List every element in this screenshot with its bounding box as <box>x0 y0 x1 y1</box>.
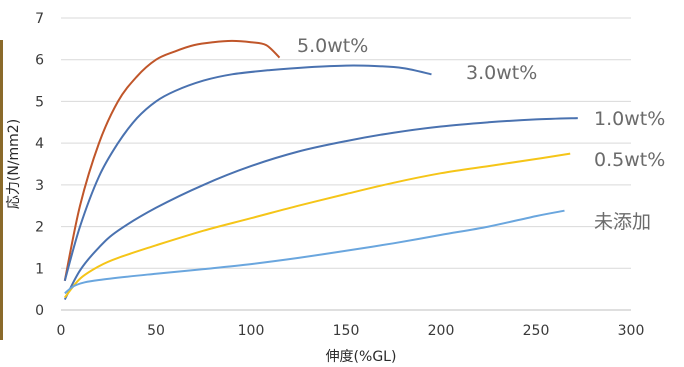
x-tick-label: 50 <box>147 323 165 339</box>
series-label: 未添加 <box>594 211 651 233</box>
x-tick-labels: 0 50 100 150 200 250 300 <box>57 323 645 339</box>
x-axis-title: 伸度(%GL) <box>326 349 397 365</box>
y-tick-label: 4 <box>35 136 44 152</box>
y-tick-label: 5 <box>35 94 44 110</box>
x-tick-label: 300 <box>618 323 645 339</box>
series-label: 3.0wt% <box>466 62 537 84</box>
y-tick-label: 1 <box>35 261 44 277</box>
series-lines <box>63 39 578 301</box>
y-tick-label: 6 <box>35 53 44 69</box>
series-line <box>64 209 565 295</box>
y-tick-label: 0 <box>35 303 44 319</box>
x-tick-label: 200 <box>428 323 455 339</box>
x-tick-label: 100 <box>238 323 265 339</box>
series-label: 1.0wt% <box>594 108 665 130</box>
left-edge-bar <box>0 40 3 340</box>
y-tick-label: 3 <box>35 178 44 194</box>
series-line <box>63 64 432 282</box>
series-line <box>64 152 571 299</box>
series-label: 5.0wt% <box>297 35 368 57</box>
y-axis-title: 応力(N/mm2) <box>6 119 22 209</box>
series-labels: 5.0wt% 3.0wt% 1.0wt% 0.5wt% 未添加 <box>297 35 665 233</box>
y-tick-label: 7 <box>35 11 44 27</box>
x-tick-label: 150 <box>333 323 360 339</box>
x-tick-label: 250 <box>523 323 550 339</box>
y-tick-label: 2 <box>35 220 44 236</box>
series-line <box>63 117 578 301</box>
x-tick-label: 0 <box>57 323 66 339</box>
series-label: 0.5wt% <box>594 149 665 171</box>
y-tick-labels: 0 1 2 3 4 5 6 7 <box>35 11 44 319</box>
series-line <box>63 39 281 281</box>
